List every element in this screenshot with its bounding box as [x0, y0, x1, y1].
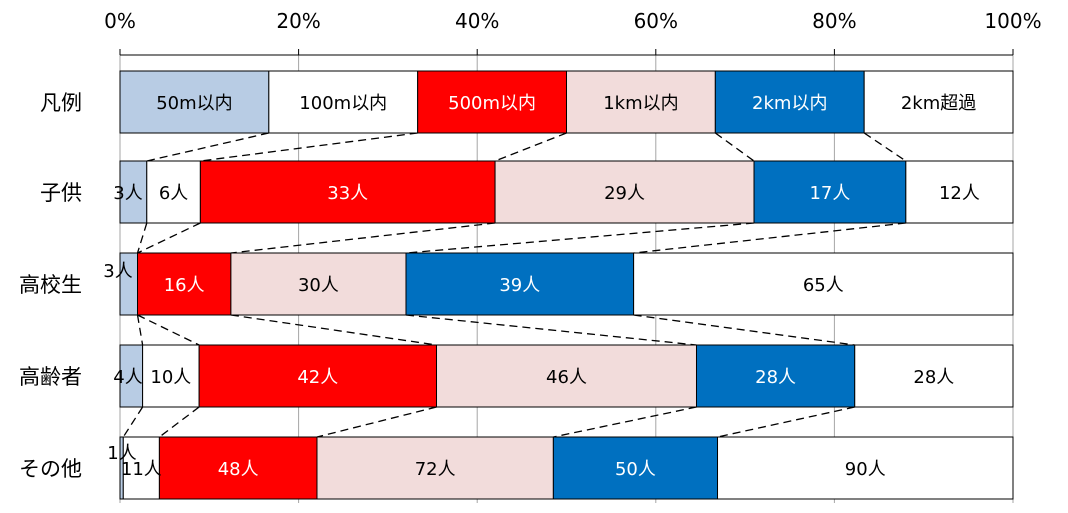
x-tick-label: 40%	[455, 9, 499, 33]
legend-swatch	[566, 70, 716, 134]
bar-segment	[230, 252, 407, 316]
category-label: 子供	[40, 181, 82, 205]
bar-segment	[137, 252, 232, 316]
bar-segment	[199, 160, 496, 224]
data-label: 28人	[913, 367, 954, 388]
series-connector-line	[200, 132, 418, 162]
x-tick-label: 60%	[634, 9, 678, 33]
data-label: 6人	[159, 183, 188, 204]
data-label: 11人	[121, 459, 162, 480]
legend-swatch	[417, 70, 567, 134]
bar-segment	[119, 160, 148, 224]
legend-label: 50m以内	[156, 93, 232, 114]
bar-segment	[405, 252, 635, 316]
series-connector-line	[405, 222, 755, 254]
bar-segment	[436, 344, 697, 408]
data-label: 30人	[298, 275, 339, 296]
data-label: 50人	[615, 459, 656, 480]
legend-swatch	[268, 70, 419, 134]
series-connector-line	[633, 222, 906, 254]
series-connector-line	[553, 406, 697, 438]
data-label: 12人	[939, 183, 980, 204]
series-connector-line	[405, 314, 697, 346]
data-label: 33人	[327, 183, 368, 204]
data-label: 1人	[107, 443, 136, 464]
series-connector-line	[159, 406, 200, 438]
data-label: 3人	[113, 183, 142, 204]
bar-segment	[198, 344, 438, 408]
data-label: 4人	[113, 367, 142, 388]
series-connector-line	[230, 222, 496, 254]
category-label: その他	[19, 457, 82, 481]
x-tick-label: 100%	[984, 9, 1041, 33]
data-label: 3人	[103, 261, 132, 282]
series-connector-line	[122, 406, 144, 438]
series-connector-line	[633, 314, 855, 346]
series-connector-line	[136, 222, 148, 254]
data-label: 46人	[546, 367, 587, 388]
series-connector-line	[230, 314, 437, 346]
data-label: 17人	[809, 183, 850, 204]
bar-segment	[146, 160, 201, 224]
bar-segment	[158, 436, 318, 500]
x-tick-label: 80%	[812, 9, 856, 33]
legend-label: 1km以内	[603, 93, 678, 114]
bar-segment	[122, 436, 160, 500]
data-label: 28人	[755, 367, 796, 388]
legend-label: 100m以内	[299, 93, 387, 114]
series-connector-line	[146, 132, 269, 162]
series-connector-line	[494, 132, 567, 162]
bar-segment	[633, 252, 1014, 316]
data-label: 90人	[845, 459, 886, 480]
bar-segment	[717, 436, 1014, 500]
category-label: 高校生	[19, 273, 82, 297]
bar-segment	[316, 436, 554, 500]
data-label: 48人	[218, 459, 259, 480]
series-connector-line	[137, 314, 200, 346]
bar-segment	[494, 160, 755, 224]
legend-label: 2km以内	[752, 93, 827, 114]
bar-segment	[753, 160, 907, 224]
legend-label: 2km超過	[901, 93, 976, 114]
series-connector-line	[717, 406, 855, 438]
data-label: 39人	[499, 275, 540, 296]
data-label: 16人	[164, 275, 205, 296]
data-label: 72人	[415, 459, 456, 480]
x-tick-label: 20%	[276, 9, 320, 33]
data-label: 65人	[803, 275, 844, 296]
series-connector-line	[137, 222, 201, 254]
series-connector-line	[714, 132, 755, 162]
x-tick-label: 0%	[104, 9, 136, 33]
legend-title: 凡例	[40, 91, 82, 115]
bar-segment	[854, 344, 1014, 408]
data-label: 10人	[150, 367, 191, 388]
bar-segment	[695, 344, 856, 408]
series-connector-line	[316, 406, 437, 438]
series-connector-line	[136, 314, 144, 346]
data-label: 42人	[297, 367, 338, 388]
legend-swatch	[863, 70, 1014, 134]
category-label: 高齢者	[19, 365, 82, 389]
bar-segment	[905, 160, 1014, 224]
legend-swatch	[714, 70, 865, 134]
series-connector-line	[863, 132, 907, 162]
legend-label: 500m以内	[448, 93, 536, 114]
bar-segment	[552, 436, 719, 500]
data-label: 29人	[604, 183, 645, 204]
